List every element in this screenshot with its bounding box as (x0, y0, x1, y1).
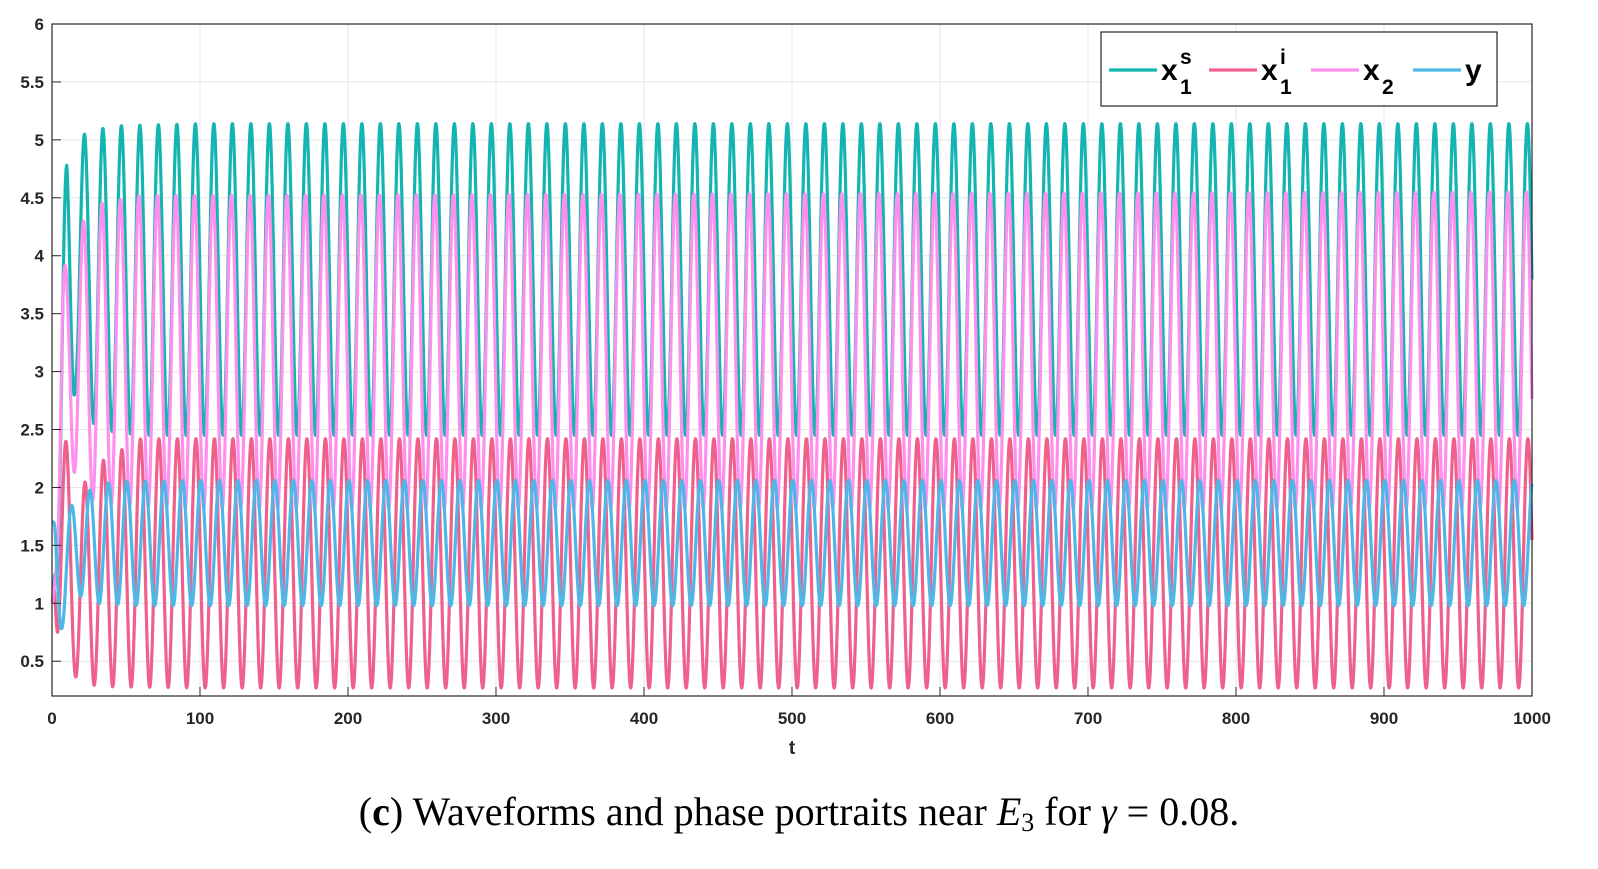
x-tick-label: 400 (630, 709, 658, 728)
caption-close-paren: ) (389, 789, 404, 834)
y-tick-label: 4.5 (20, 189, 44, 208)
caption-label: c (372, 789, 390, 834)
x-tick-label: 800 (1222, 709, 1250, 728)
y-tick-label: 2 (35, 478, 44, 497)
y-tick-label: 3 (35, 363, 44, 382)
legend-sub-3: 2 (1382, 76, 1394, 99)
x-tick-label: 600 (926, 709, 954, 728)
caption-text-mid: for (1034, 789, 1101, 834)
caption-param: γ (1100, 789, 1117, 834)
series-layer (50, 122, 1534, 690)
x-axis-label: t (789, 738, 796, 759)
x-tick-label: 200 (334, 709, 362, 728)
legend-sub-2: 1 (1280, 76, 1292, 99)
x-tick-label: 1000 (1513, 709, 1551, 728)
x-tick-label: 700 (1074, 709, 1102, 728)
waveform-chart: 0 100 200 300 400 500 600 700 800 900 1000 0.5 1 1.5 2… (20, 15, 1551, 759)
legend-label-3: x (1363, 54, 1380, 87)
series-line-4 (50, 478, 1534, 631)
series-line-3 (50, 190, 1534, 605)
series-line-2 (50, 437, 1534, 690)
y-tick-label: 4 (35, 247, 45, 266)
x-tick-label: 0 (47, 709, 56, 728)
legend-label-1: x (1161, 54, 1178, 87)
x-tick-label: 500 (778, 709, 806, 728)
caption-symbol-sub: 3 (1021, 808, 1035, 837)
y-tick-label: 6 (35, 15, 44, 34)
legend-label-2: x (1261, 54, 1278, 87)
y-tick-label: 2.5 (20, 421, 44, 440)
legend-sub-1: 1 (1180, 76, 1192, 99)
x-tick-label: 900 (1370, 709, 1398, 728)
y-tick-label: 5.5 (20, 73, 44, 92)
legend-label-4: y (1465, 54, 1482, 87)
caption-text-before: Waveforms and phase portraits near (403, 789, 997, 834)
y-tick-label: 0.5 (20, 652, 44, 671)
legend-sup-2: i (1280, 46, 1286, 69)
x-tick-label: 300 (482, 709, 510, 728)
x-tick-label: 100 (186, 709, 214, 728)
y-tick-label: 1.5 (20, 536, 44, 555)
legend-sup-1: s (1180, 46, 1192, 69)
y-tick-label: 5 (35, 131, 44, 150)
figure-caption: (c) Waveforms and phase portraits near E… (0, 788, 1598, 837)
caption-symbol: E (996, 789, 1022, 834)
y-tick-label: 3.5 (20, 305, 44, 324)
y-tick-label: 1 (35, 594, 44, 613)
caption-text-after: = 0.08. (1116, 789, 1240, 834)
caption-open-paren: ( (358, 789, 373, 834)
axis-ticks: 0 100 200 300 400 500 600 700 800 900 1000 0.5 1 1.5 2… (20, 15, 1551, 728)
